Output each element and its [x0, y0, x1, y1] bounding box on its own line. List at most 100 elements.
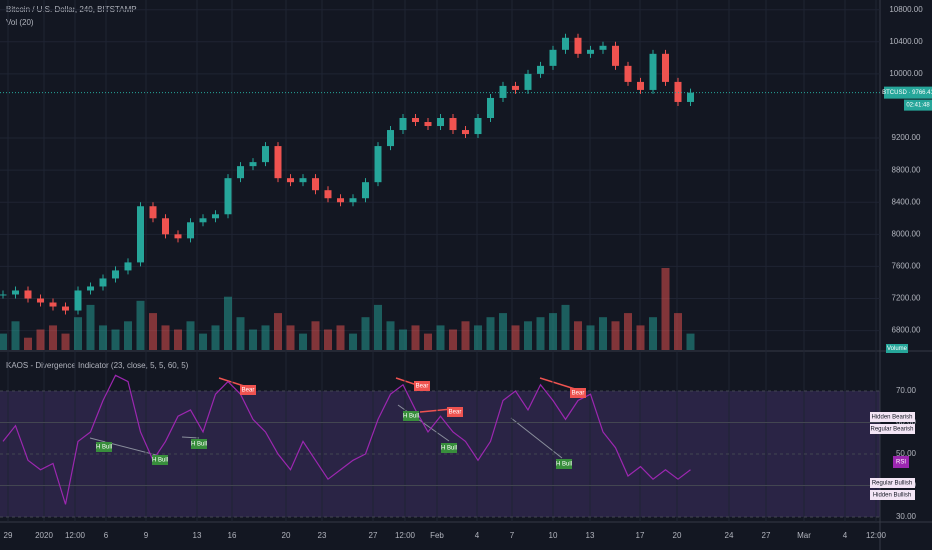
volume-bar	[536, 317, 545, 350]
time-tick-label: 9	[144, 531, 149, 540]
candle	[424, 122, 432, 127]
rsi-line	[2, 374, 691, 505]
candle	[212, 214, 219, 219]
volume-bar	[261, 325, 270, 350]
candle	[574, 37, 582, 54]
rsi-tick-label: 70.00	[896, 386, 917, 395]
candle	[287, 178, 294, 183]
time-tick-label: 13	[586, 531, 595, 540]
divergence-tag-bg	[570, 388, 586, 398]
time-tick-label: 23	[318, 531, 327, 540]
volume-bar	[649, 317, 657, 350]
volume-bar	[674, 313, 682, 350]
candle	[487, 97, 494, 119]
divergence-tag-bg	[240, 385, 256, 395]
div-line	[419, 408, 453, 413]
volume-bar	[636, 325, 645, 350]
legend-bg	[870, 412, 915, 422]
candle	[262, 146, 269, 163]
time-tick-label: 10	[549, 531, 558, 540]
volume-bar	[311, 321, 320, 350]
candle	[624, 65, 632, 82]
candle	[137, 206, 144, 263]
volume-bar	[161, 325, 170, 350]
price-tick-label: 7200.00	[892, 294, 921, 303]
candle	[674, 81, 682, 102]
legend-entry: Hidden Bullish	[873, 493, 911, 499]
volume-bar	[74, 317, 82, 350]
candle	[599, 45, 607, 50]
divergence-tag: Bear	[416, 384, 429, 390]
candle	[24, 290, 32, 299]
time-tick-label: 27	[369, 531, 378, 540]
rsi-label: RSI	[896, 460, 906, 466]
volume-bar	[24, 337, 32, 350]
volume-bar	[399, 329, 407, 350]
price-tick-label: 9200.00	[892, 133, 921, 142]
last-price-bg	[884, 86, 932, 99]
divergence-tag: H Bull	[152, 458, 168, 464]
candle	[174, 234, 182, 239]
div-line	[89, 437, 161, 457]
candle	[474, 118, 482, 135]
rsi-tick-label: 50.00	[896, 449, 917, 458]
candle	[224, 178, 232, 215]
volume-label: Volume	[887, 346, 908, 352]
volume-bar	[174, 329, 182, 350]
volume-bar	[36, 329, 45, 350]
time-tick-label: 16	[228, 531, 237, 540]
time-tick-label: Mar	[797, 531, 811, 540]
volume-bar	[224, 296, 232, 350]
volume-bar	[286, 325, 295, 350]
candle	[562, 37, 569, 50]
volume-bar	[499, 313, 507, 350]
candle	[349, 198, 357, 203]
time-tick-label: 24	[725, 531, 734, 540]
volume-bar	[574, 321, 582, 350]
candle	[374, 146, 382, 183]
volume-bar	[299, 333, 307, 350]
candle	[649, 53, 657, 90]
divergence-tag: H Bull	[191, 442, 207, 448]
divergence-tag-bg	[96, 442, 112, 452]
volume-bar	[474, 325, 482, 350]
candle	[687, 92, 694, 102]
legend-bg	[870, 490, 915, 500]
candle	[37, 298, 44, 303]
volume-bar	[411, 325, 420, 350]
candle	[337, 198, 344, 203]
volume-bar	[436, 325, 445, 350]
candle	[499, 85, 507, 98]
time-tick-label: 4	[475, 531, 480, 540]
time-tick-label: 13	[193, 531, 202, 540]
volume-bar	[374, 304, 382, 350]
time-tick-label: 29	[4, 531, 13, 540]
candle	[0, 294, 7, 296]
volume-bar	[236, 317, 245, 350]
volume-bar	[0, 333, 7, 350]
divergence-tag-bg	[556, 459, 572, 469]
price-tick-label: 6800.00	[892, 326, 921, 335]
time-tick-label: 2020	[35, 531, 53, 540]
price-tick-label: 8400.00	[892, 197, 921, 206]
candle	[237, 166, 244, 179]
volume-bar	[549, 313, 557, 350]
candle	[437, 118, 444, 127]
volume-bar	[86, 304, 95, 350]
volume-bar	[486, 317, 495, 350]
legend-bg	[870, 424, 915, 434]
price-tick-label: 7600.00	[892, 262, 921, 271]
time-tick-label: 17	[636, 531, 645, 540]
time-tick-label: 12:00	[866, 531, 887, 540]
volume-bar	[449, 329, 457, 350]
countdown: 02:41:48	[906, 103, 930, 109]
candle	[274, 146, 282, 179]
volume-bar	[599, 317, 607, 350]
candle	[162, 218, 169, 235]
candle	[249, 162, 257, 167]
volume-bar	[111, 329, 120, 350]
volume-bar	[211, 325, 220, 350]
price-tick-label: 10400.00	[889, 37, 923, 46]
volume-bar	[149, 313, 157, 350]
